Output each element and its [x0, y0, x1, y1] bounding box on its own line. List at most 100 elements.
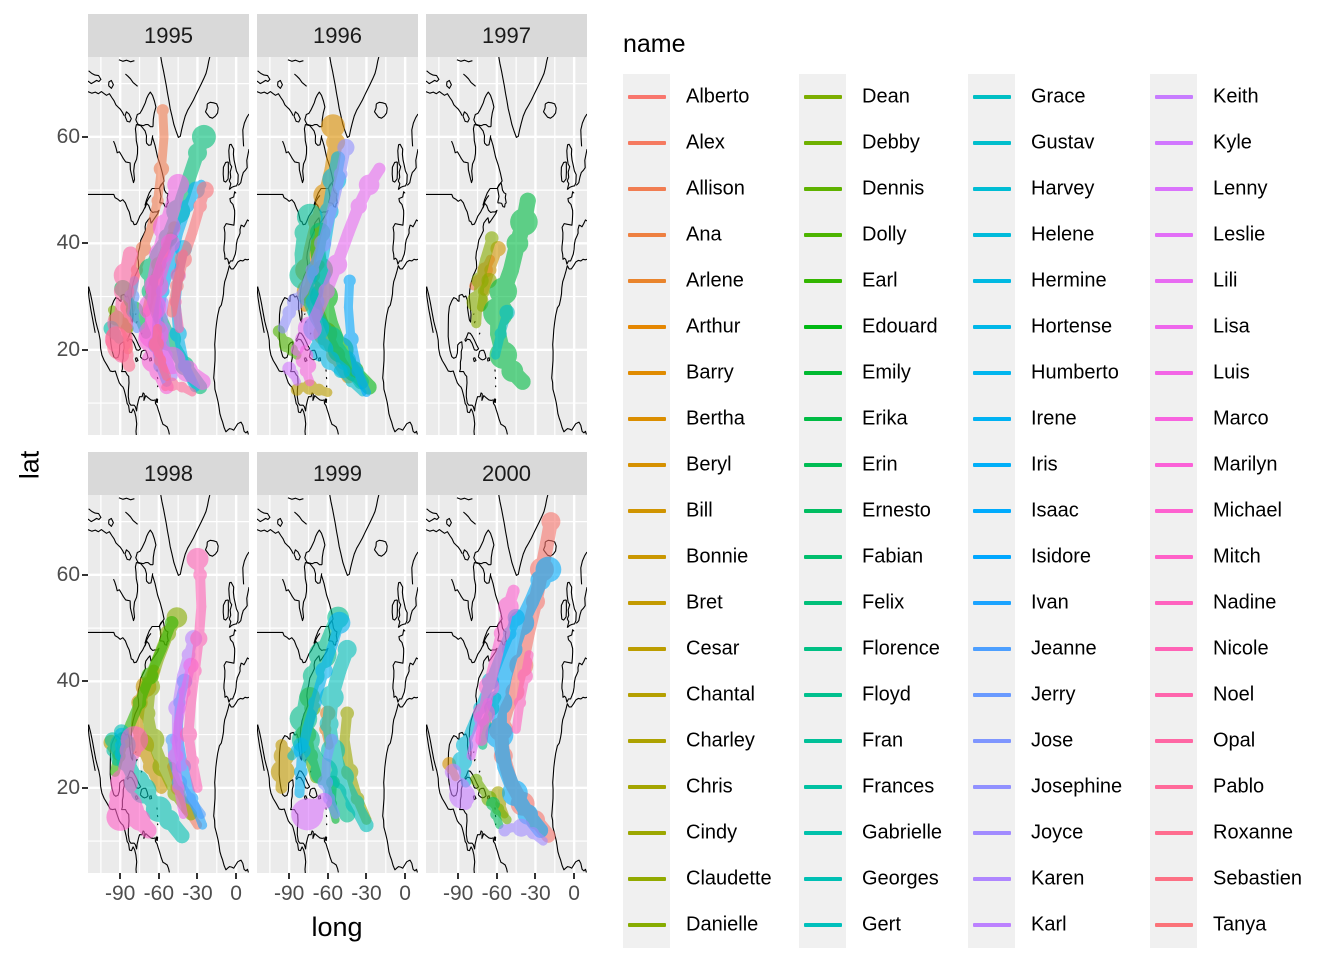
legend-key-Charley [623, 718, 670, 764]
x-tick-mark [365, 873, 368, 879]
legend-label-Grace: Grace [1031, 85, 1086, 108]
legend-label-Roxanne: Roxanne [1213, 821, 1294, 844]
legend-key-line-icon [627, 923, 666, 927]
x-tick-label: 0 [230, 882, 242, 905]
legend-key-Florence [799, 626, 846, 672]
storm-point [282, 361, 297, 376]
legend-key-line-icon [627, 647, 666, 651]
storm-point [156, 104, 169, 117]
legend-label-Bret: Bret [686, 591, 723, 614]
legend-key-line-icon [803, 95, 842, 99]
coastline [228, 581, 239, 629]
x-tick-mark [495, 873, 498, 879]
coastline [118, 59, 135, 63]
storm-point [471, 318, 482, 329]
storm-point [322, 756, 332, 766]
legend-label-Earl: Earl [862, 269, 898, 292]
storm-point [120, 726, 149, 754]
legend-label-Isaac: Isaac [1031, 499, 1079, 522]
y-tick-label: 60 [56, 124, 80, 148]
storm-point [340, 706, 354, 721]
storm-point [167, 748, 184, 764]
coastline [257, 70, 271, 85]
storm-point [192, 782, 203, 793]
legend-label-Pablo: Pablo [1213, 775, 1265, 798]
legend-key-Cesar [623, 626, 670, 672]
legend-key-Grace [968, 74, 1015, 120]
storm-point [277, 323, 288, 334]
storm-point [132, 695, 147, 710]
coastline [222, 161, 229, 183]
storm-track-Joyce [498, 818, 548, 846]
legend-key-Cindy [623, 810, 670, 856]
storm-point [343, 274, 356, 287]
legend-label-Gabrielle: Gabrielle [862, 821, 943, 844]
storm-point [153, 161, 170, 177]
storm-point [540, 535, 555, 550]
legend-key-line-icon [972, 739, 1011, 743]
coastline [551, 696, 587, 873]
legend-label-Nadine: Nadine [1213, 591, 1277, 614]
legend-key-line-icon [803, 141, 842, 145]
legend-key-Bret [623, 580, 670, 626]
legend-key-Michael [1150, 488, 1197, 534]
coastline [575, 148, 587, 186]
storm-point [314, 234, 332, 252]
legend-key-Jeanne [968, 626, 1015, 672]
storm-peak-blob [107, 334, 134, 361]
coastline [294, 511, 307, 525]
legend-key-line-icon [1154, 785, 1193, 789]
storm-peak-blob [512, 818, 531, 837]
legend-key-line-icon [972, 417, 1011, 421]
legend-label-Sebastien: Sebastien [1213, 867, 1302, 890]
storm-point [300, 358, 317, 374]
legend-key-Humberto [968, 350, 1015, 396]
coastline [426, 508, 440, 523]
coastline [213, 258, 249, 435]
coastline [473, 758, 476, 762]
x-tick-mark [157, 873, 160, 879]
x-tick-mark [573, 873, 576, 879]
coastline [293, 549, 301, 561]
legend-key-Bertha [623, 396, 670, 442]
legend-key-line-icon [972, 785, 1011, 789]
x-tick-mark [119, 873, 122, 879]
y-tick-label: 40 [56, 231, 80, 255]
coastline [478, 332, 481, 335]
storm-point [541, 512, 561, 532]
legend-key-Erin [799, 442, 846, 488]
storm-point [160, 233, 180, 253]
coastline [88, 193, 152, 226]
storm-point [110, 768, 138, 797]
storm-point [343, 302, 353, 312]
storm-peak-blob [328, 611, 351, 634]
storm-point [275, 739, 288, 752]
storm-point [362, 387, 371, 397]
coastline [223, 191, 249, 265]
storm-track-Irene [293, 611, 351, 799]
x-tick-mark [457, 873, 460, 879]
legend-key-Keith [1150, 74, 1197, 120]
coastline [575, 586, 587, 624]
storm-point [174, 828, 190, 844]
storm-point [497, 668, 513, 684]
coastline [88, 724, 96, 771]
legend-key-Chantal [623, 672, 670, 718]
legend-key-line-icon [1154, 417, 1193, 421]
legend-label-Michael: Michael [1213, 499, 1282, 522]
legend-label-Bill: Bill [686, 499, 713, 522]
facet-panel-1996 [257, 57, 418, 435]
coastline [88, 286, 138, 435]
storm-peak-blob [466, 290, 489, 313]
storm-point [172, 781, 185, 794]
coastline [118, 497, 135, 501]
facet-strip-1999: 1999 [257, 452, 418, 495]
coastline [257, 508, 271, 523]
coastline [124, 549, 132, 561]
storm-path [151, 324, 172, 381]
storm-point [498, 596, 519, 618]
legend-key-Harvey [968, 166, 1015, 212]
legend-key-Joyce [968, 810, 1015, 856]
storm-point [470, 773, 483, 786]
storm-point [305, 377, 315, 387]
